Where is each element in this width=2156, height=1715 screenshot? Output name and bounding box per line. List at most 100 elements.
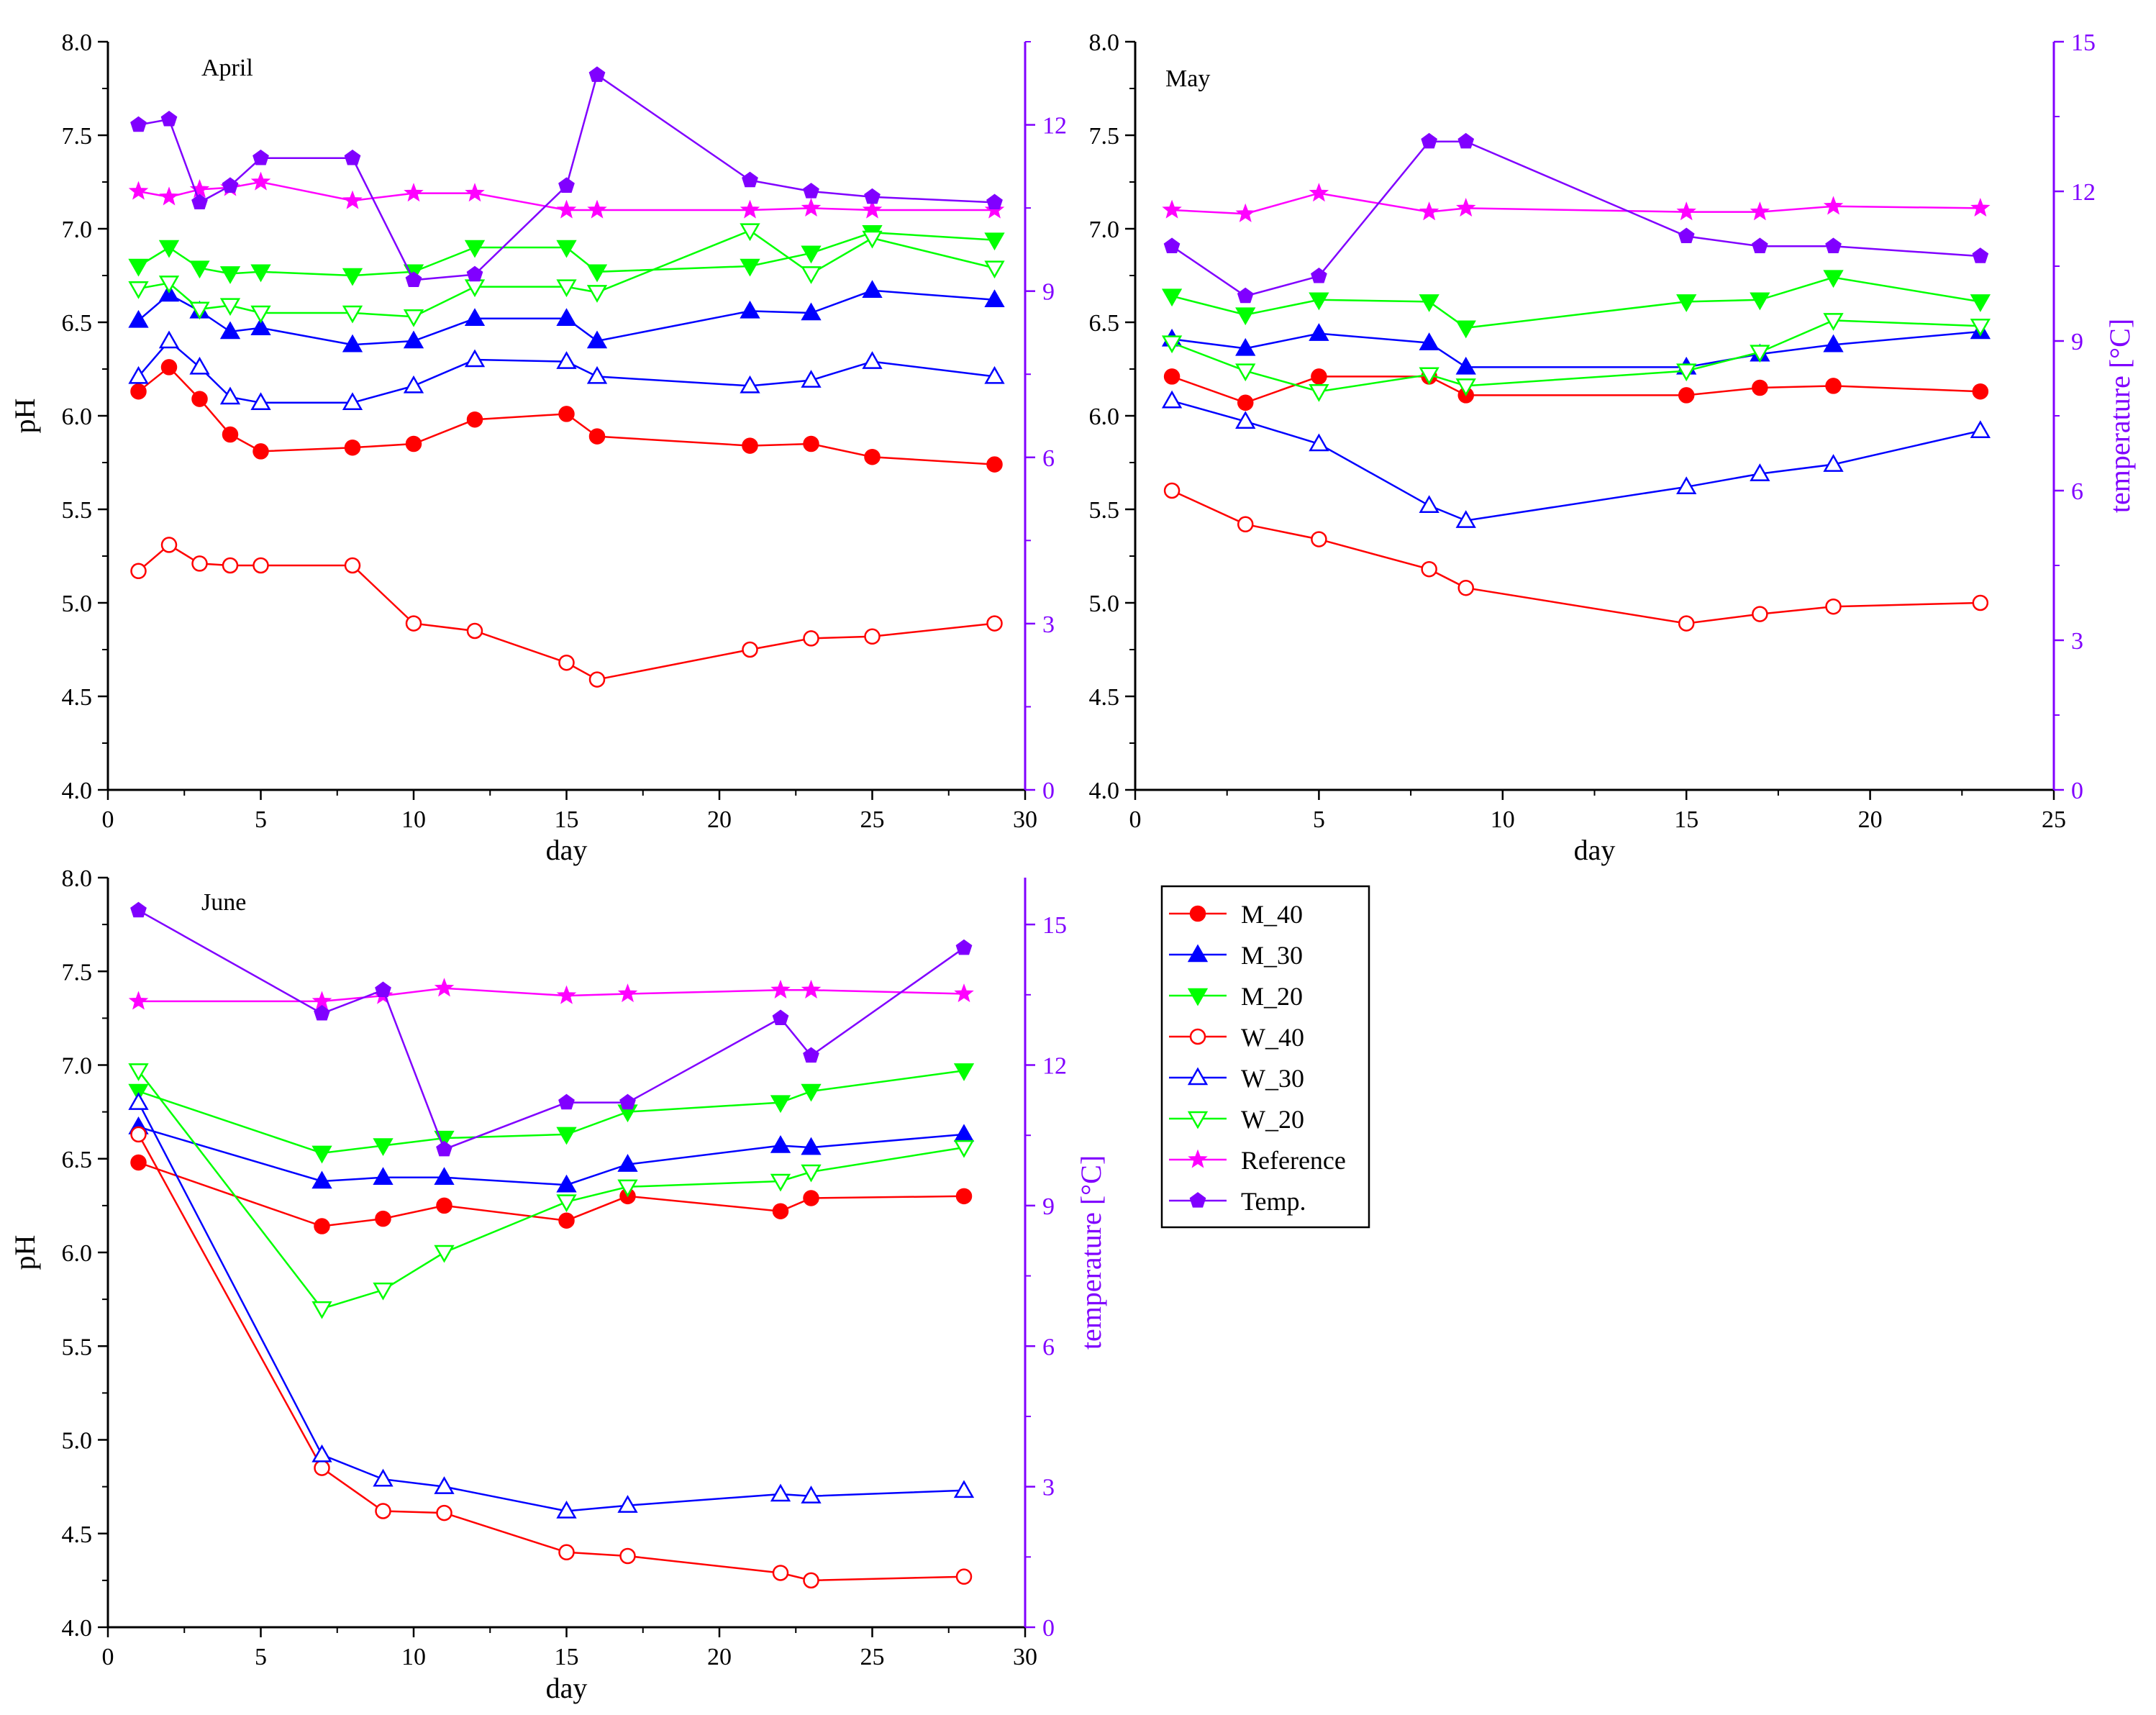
point-m-40 xyxy=(742,437,758,454)
point-w-20 xyxy=(556,279,577,298)
point-w-20 xyxy=(464,279,486,298)
point-m-40 xyxy=(375,1210,391,1227)
point-w-20 xyxy=(740,223,760,242)
point-w-40 xyxy=(1237,516,1254,533)
y2-tick-label: 3 xyxy=(1042,611,1055,638)
point-w-30 xyxy=(373,1468,394,1487)
point-m-30 xyxy=(801,302,822,321)
x-tick-label: 30 xyxy=(1013,806,1037,833)
legend-marker-m-40 xyxy=(1189,905,1206,922)
point-m-30 xyxy=(1235,337,1256,356)
point-reference xyxy=(556,199,577,219)
point-m-40 xyxy=(191,391,208,407)
y-tick-label: 5.0 xyxy=(1089,591,1120,617)
point-reference xyxy=(954,983,974,1003)
x-tick-label: 20 xyxy=(707,806,732,833)
point-m-30 xyxy=(1419,332,1439,350)
point-temp xyxy=(191,194,208,210)
point-m-20 xyxy=(219,266,241,284)
point-w-20 xyxy=(617,1179,638,1198)
series-w-30 xyxy=(1161,390,1991,528)
point-m-20 xyxy=(556,1127,577,1145)
y2-tick-label: 9 xyxy=(1042,1193,1055,1220)
y-tick-label: 7.0 xyxy=(62,1053,93,1080)
legend-entry-w-20: W_20 xyxy=(1169,1105,1304,1134)
point-m-20 xyxy=(586,264,608,283)
y2-tick-label: 6 xyxy=(1042,1334,1055,1360)
point-m-30 xyxy=(373,1167,394,1186)
point-m-20 xyxy=(1161,288,1183,307)
y-tick-label: 8.0 xyxy=(62,29,93,56)
point-w-30 xyxy=(311,1444,332,1462)
point-m-30 xyxy=(342,334,363,352)
point-w-40 xyxy=(1825,598,1842,615)
point-m-40 xyxy=(1163,368,1181,385)
point-w-20 xyxy=(1161,335,1183,354)
point-m-20 xyxy=(373,1138,394,1157)
point-reference xyxy=(128,181,149,200)
point-w-30 xyxy=(128,365,149,384)
point-w-20 xyxy=(403,309,424,327)
y2-tick-label: 15 xyxy=(1042,912,1067,939)
point-w-30 xyxy=(464,349,486,368)
point-w-30 xyxy=(617,1495,638,1513)
point-temp xyxy=(130,116,147,132)
y-tick-label: 6.5 xyxy=(62,1147,93,1173)
point-reference xyxy=(159,186,179,206)
point-w-40 xyxy=(1972,594,1989,611)
point-reference xyxy=(1456,197,1476,217)
point-w-30 xyxy=(556,1500,577,1519)
point-m-30 xyxy=(617,1154,638,1172)
x-tick-label: 0 xyxy=(102,806,114,833)
y2-tick-label: 0 xyxy=(1042,1615,1055,1642)
point-w-40 xyxy=(191,555,208,572)
point-m-20 xyxy=(770,1095,791,1114)
point-reference xyxy=(1823,196,1844,215)
point-m-20 xyxy=(311,1145,332,1164)
point-w-20 xyxy=(586,285,608,303)
point-w-40 xyxy=(222,557,239,574)
point-w-20 xyxy=(801,266,822,284)
point-reference xyxy=(465,183,485,202)
point-w-20 xyxy=(1676,363,1697,382)
series-line-reference xyxy=(138,987,965,1003)
point-m-20 xyxy=(342,268,363,286)
x-tick-label: 25 xyxy=(860,806,885,833)
point-w-40 xyxy=(160,537,178,553)
point-m-20 xyxy=(1309,292,1329,311)
panel-title: May xyxy=(1165,65,1210,92)
legend-entry-m-30: M_30 xyxy=(1169,941,1303,970)
point-temp xyxy=(314,1004,330,1021)
point-m-30 xyxy=(556,308,577,327)
x-tick-label: 5 xyxy=(255,806,267,833)
panel-april: 0 5 10 15 20 25 30 4.0 4.5 5.0 5.5 6.0 6.5 7.0 7.5 8.0 0… xyxy=(9,29,1067,866)
y-tick-label: 8.0 xyxy=(1089,29,1120,56)
legend-label: W_20 xyxy=(1241,1105,1304,1134)
point-m-40 xyxy=(955,1188,973,1205)
point-w-40 xyxy=(619,1547,636,1565)
x-tick-label: 20 xyxy=(1858,806,1883,833)
point-reference xyxy=(556,985,577,1004)
point-m-40 xyxy=(436,1197,452,1214)
x-axis-title: day xyxy=(546,834,588,866)
point-temp xyxy=(1678,227,1695,244)
series-line-m-30 xyxy=(1171,330,1980,368)
point-m-30 xyxy=(250,317,271,336)
y2-tick-label: 12 xyxy=(1042,113,1067,140)
point-m-30 xyxy=(556,1174,577,1193)
point-reference xyxy=(1750,201,1770,221)
point-w-40 xyxy=(1752,606,1768,622)
point-m-20 xyxy=(1823,270,1844,288)
series-w-20 xyxy=(128,223,1005,327)
point-w-20 xyxy=(219,298,241,317)
y2-axis-title: temperature [°C] xyxy=(2103,319,2136,513)
panel-title: April xyxy=(201,55,253,81)
series-reference xyxy=(1162,183,1991,222)
y2-axis-title: temperature [°C] xyxy=(1075,1155,1107,1350)
y-tick-label: 5.5 xyxy=(62,1334,93,1360)
y-tick-label: 4.5 xyxy=(62,684,93,711)
point-w-30 xyxy=(1161,390,1183,409)
legend-label: W_40 xyxy=(1241,1023,1304,1052)
point-w-40 xyxy=(405,615,422,632)
y-tick-label: 6.0 xyxy=(62,1240,93,1267)
